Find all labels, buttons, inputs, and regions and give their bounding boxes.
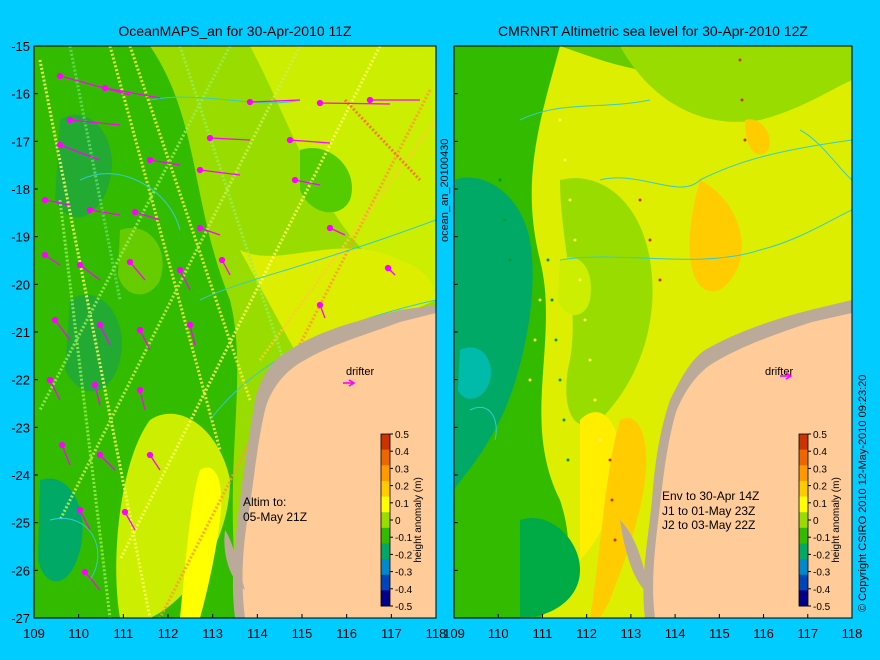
left-x-tick-label: 113 — [202, 626, 223, 641]
left-colorbar-tick-label: -0.5 — [395, 602, 413, 613]
right-colorbar-swatch — [799, 590, 808, 606]
left-map — [34, 46, 436, 618]
left-y-tick-label: -25 — [11, 516, 30, 531]
left-x-tick-label: 110 — [68, 626, 89, 641]
left-colorbar-tick-label: -0.3 — [395, 568, 413, 579]
left-x-tick-label: 112 — [158, 626, 179, 641]
right-colorbar-swatch — [799, 450, 808, 466]
left-colorbar-label: height anomaly (m) — [413, 477, 424, 563]
right-colorbar-tick-label: 0.3 — [813, 464, 827, 475]
right-info-line-1: Env to 30-Apr 14Z — [662, 489, 759, 503]
left-colorbar-tick-label: 0.4 — [395, 447, 409, 458]
left-y-tick-label: -17 — [11, 134, 30, 149]
right-x-tick-label: 112 — [576, 626, 597, 641]
left-colorbar-swatch — [381, 575, 390, 591]
right-colorbar-swatch — [799, 543, 808, 559]
right-colorbar-tick-label: -0.1 — [813, 533, 831, 544]
left-colorbar-tick-label: 0.1 — [395, 499, 409, 510]
left-y-tick-label: -20 — [11, 277, 30, 292]
left-colorbar-swatch — [381, 512, 390, 528]
right-info-box: Env to 30-Apr 14Z J1 to 01-May 23Z J2 to… — [662, 489, 759, 532]
right-colorbar-swatch — [799, 481, 808, 497]
left-y-tick-label: -21 — [11, 325, 30, 340]
left-colorbar-tick-label: 0.5 — [395, 430, 409, 441]
left-drifter-label: drifter — [346, 366, 374, 378]
left-y-tick-label: -22 — [11, 373, 30, 388]
right-x-tick-label: 113 — [621, 626, 642, 641]
right-info-line-3: J2 to 03-May 22Z — [662, 518, 755, 532]
left-y-tick-label: -27 — [11, 611, 30, 626]
right-x-tick-label: 109 — [443, 626, 465, 641]
left-y-tick-label: -15 — [11, 39, 30, 54]
right-colorbar-tick-label: -0.5 — [813, 602, 831, 613]
copyright-label: © Copyright CSIRO 2010 12-May-2010 09:23… — [857, 375, 869, 612]
left-colorbar-swatch — [381, 543, 390, 559]
left-colorbar-tick-label: -0.4 — [395, 585, 413, 596]
left-colorbar-tick-label: -0.2 — [395, 550, 413, 561]
left-colorbar-swatch — [381, 528, 390, 544]
left-y-tick-label: -19 — [11, 230, 30, 245]
right-colorbar-tick-label: 0 — [813, 516, 819, 527]
right-colorbar-tick-label: 0.1 — [813, 499, 827, 510]
right-colorbar-swatch — [799, 575, 808, 591]
right-x-tick-label: 116 — [753, 626, 774, 641]
right-colorbar-swatch — [799, 528, 808, 544]
right-x-tick-label: 111 — [533, 626, 553, 641]
left-x-tick-label: 115 — [292, 626, 313, 641]
left-x-tick-label: 116 — [336, 626, 357, 641]
right-x-tick-label: 110 — [488, 626, 509, 641]
right-colorbar-swatch — [799, 434, 808, 450]
right-x-tick-label: 115 — [709, 626, 730, 641]
right-colorbar-swatch — [799, 465, 808, 481]
right-colorbar-swatch — [799, 559, 808, 575]
right-colorbar-tick-label: 0.2 — [813, 482, 827, 493]
left-y-tick-label: -23 — [11, 420, 30, 435]
right-info-line-2: J1 to 01-May 23Z — [662, 504, 755, 518]
left-y-tick-label: -24 — [11, 468, 30, 483]
right-x-tick-label: 118 — [842, 626, 863, 641]
right-colorbar-swatch — [799, 512, 808, 528]
right-colorbar-tick-label: -0.4 — [813, 585, 831, 596]
left-info-line-2: 05-May 21Z — [243, 510, 307, 524]
left-x-tick-label: 117 — [381, 626, 402, 641]
right-map — [454, 46, 852, 618]
left-y-tick-label: -16 — [11, 87, 30, 102]
left-y-tick-label: -26 — [11, 563, 30, 578]
left-colorbar-swatch — [381, 497, 390, 513]
right-drifter-marker: drifter — [765, 366, 793, 379]
left-colorbar-swatch — [381, 559, 390, 575]
left-colorbar-tick-label: -0.1 — [395, 533, 413, 544]
left-x-tick-label: 109 — [23, 626, 45, 641]
left-colorbar-swatch — [381, 450, 390, 466]
left-colorbar-tick-label: 0.2 — [395, 482, 409, 493]
right-colorbar-tick-label: -0.3 — [813, 568, 831, 579]
right-x-tick-label: 117 — [797, 626, 818, 641]
right-colorbar-swatch — [799, 497, 808, 513]
left-x-tick-label: 111 — [113, 626, 133, 641]
left-colorbar-swatch — [381, 481, 390, 497]
center-vertical-label: ocean_an_20100430 — [439, 139, 451, 242]
left-colorbar-swatch — [381, 434, 390, 450]
left-colorbar-swatch — [381, 590, 390, 606]
right-colorbar-label: height anomaly (m) — [831, 477, 842, 563]
right-colorbar-tick-label: 0.4 — [813, 447, 827, 458]
right-colorbar-tick-label: 0.5 — [813, 430, 827, 441]
left-colorbar-swatch — [381, 465, 390, 481]
left-x-tick-label: 114 — [247, 626, 268, 641]
left-y-tick-label: -18 — [11, 182, 30, 197]
left-info-line-1: Altim to: — [243, 495, 286, 509]
right-colorbar-tick-label: -0.2 — [813, 550, 831, 561]
left-colorbar-tick-label: 0 — [395, 516, 401, 527]
left-colorbar-tick-label: 0.3 — [395, 464, 409, 475]
right-x-tick-label: 114 — [665, 626, 686, 641]
